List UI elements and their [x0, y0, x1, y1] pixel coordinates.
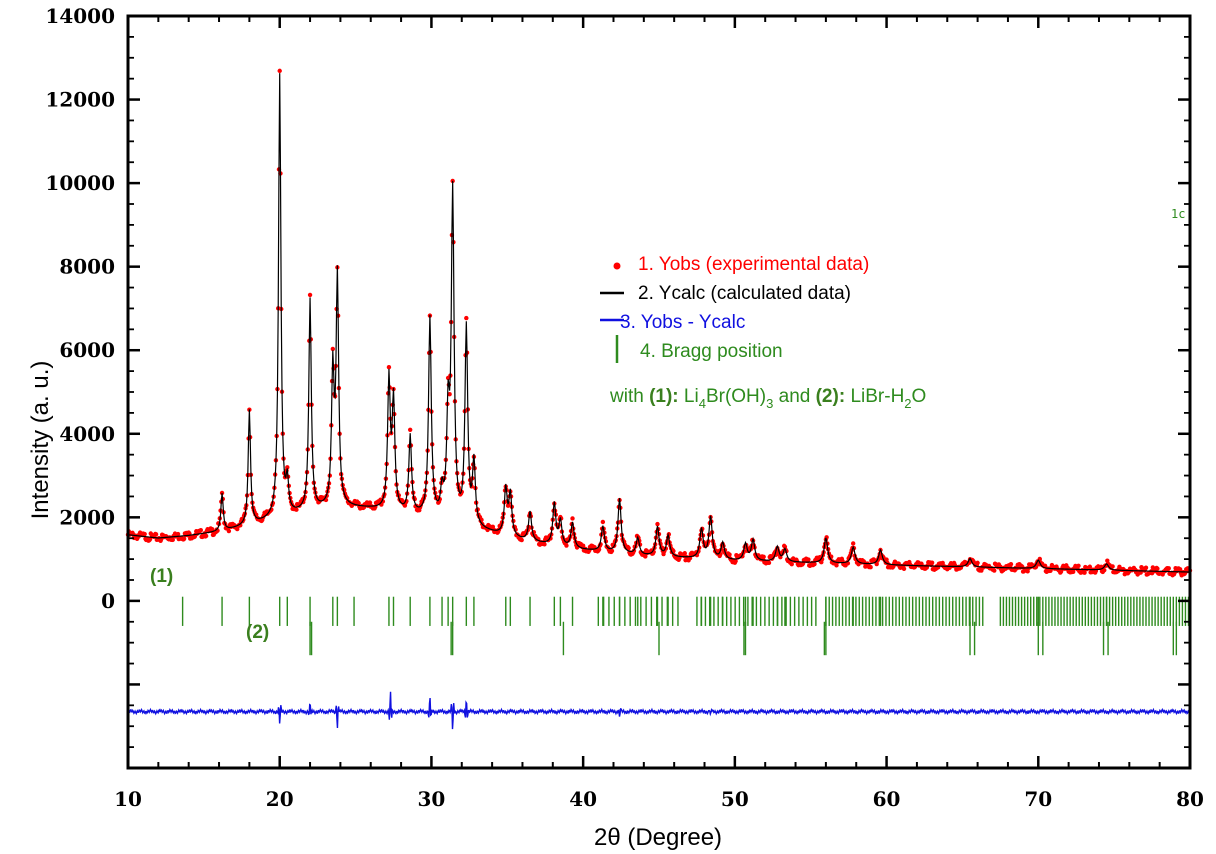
yobs-point: [519, 537, 524, 543]
yobs-point: [142, 531, 147, 537]
yobs-point: [626, 545, 631, 551]
legend-yobs-marker: [613, 262, 621, 270]
yobs-point: [850, 541, 856, 546]
bragg-ticks-phase-2: [309, 621, 1178, 656]
x-axis-title: 2θ (Degree): [594, 824, 722, 851]
x-tick-label: 20: [266, 787, 294, 811]
yobs-point: [901, 566, 907, 571]
yobs-point: [975, 560, 980, 566]
plot-frame: [126, 14, 1192, 770]
x-tick-label: 40: [569, 787, 597, 811]
corner-annotation: 1c: [1171, 207, 1185, 221]
yobs-point: [580, 543, 586, 548]
yobs-point: [203, 533, 209, 539]
y-tick-label: 10000: [45, 171, 115, 195]
yobs-point: [789, 561, 794, 567]
yobs-point: [1155, 566, 1160, 571]
yobs-point: [226, 528, 232, 534]
legend: 1. Yobs (experimental data) 2. Ycalc (cal…: [600, 254, 926, 411]
x-tick-label: 80: [1176, 787, 1204, 811]
legend-label-1: 1. Yobs (experimental data): [638, 254, 869, 275]
yobs-point: [834, 563, 839, 568]
yobs-point: [682, 551, 687, 556]
yobs-point: [1008, 561, 1014, 567]
legend-label-3: 3. Yobs - Ycalc: [620, 312, 745, 333]
y-tick-label: 0: [101, 589, 115, 613]
yobs-point: [447, 392, 452, 397]
y-tick-label: 12000: [45, 88, 115, 112]
yobs-point: [175, 531, 181, 537]
y-tick-label: 6000: [59, 338, 115, 362]
x-tick-label: 50: [721, 787, 749, 811]
yobs-point: [285, 465, 290, 470]
series-ycalc-line: [127, 73, 1191, 573]
yobs-point: [570, 516, 575, 521]
yobs-point: [600, 519, 606, 525]
yobs-point: [761, 554, 766, 559]
yobs-point: [153, 532, 159, 537]
yobs-point: [992, 568, 997, 573]
yobs-point: [277, 68, 282, 74]
yobs-point: [1143, 565, 1149, 570]
yobs-point: [330, 346, 336, 352]
yobs-point: [733, 558, 738, 564]
yobs-point: [147, 537, 153, 542]
x-tick-label: 70: [1024, 787, 1052, 811]
yobs-point: [210, 526, 215, 532]
yobs-point: [564, 543, 569, 548]
yobs-point: [198, 527, 204, 533]
legend-label-2: 2. Ycalc (calculated data): [638, 283, 851, 304]
yobs-point: [1087, 564, 1093, 569]
yobs-point: [868, 564, 873, 570]
yobs-point: [727, 552, 732, 557]
legend-phase-note: with (1): Li4Br(OH)3 and (2): LiBr-H2O: [609, 386, 926, 411]
phase-1-label: (1): [150, 566, 173, 587]
yobs-point: [464, 315, 469, 321]
yobs-point: [1110, 564, 1115, 569]
yobs-point: [806, 557, 811, 562]
yobs-point: [1025, 569, 1030, 574]
yobs-point: [294, 507, 299, 512]
yobs-point: [643, 554, 648, 559]
series-difference-line: [127, 691, 1191, 730]
yobs-point: [609, 548, 615, 554]
yobs-point: [766, 560, 772, 566]
yobs-point: [386, 364, 392, 370]
yobs-point: [1082, 570, 1087, 575]
x-tick-label: 10: [114, 787, 142, 811]
phase-2-label: (2): [246, 622, 269, 643]
yobs-point: [655, 521, 660, 527]
x-tick-label: 60: [873, 787, 901, 811]
yobs-point: [542, 542, 547, 547]
yobs-point: [356, 500, 361, 506]
y-axis-title: Intensity (a. u.): [27, 361, 54, 520]
yobs-point: [407, 427, 413, 432]
yobs-point: [181, 536, 187, 542]
y-tick-label: 2000: [59, 505, 115, 529]
legend-label-4: 4. Bragg position: [640, 341, 783, 362]
yobs-point: [812, 561, 817, 567]
yobs-point: [929, 560, 935, 565]
yobs-point: [596, 547, 602, 552]
yobs-point: [1177, 567, 1183, 572]
y-tick-label: 4000: [59, 422, 115, 446]
yobs-point: [1166, 566, 1171, 571]
plot-area: [125, 68, 1193, 730]
yobs-point: [874, 561, 879, 567]
yobs-point: [1076, 563, 1081, 568]
x-tick-label: 30: [418, 787, 446, 811]
yobs-point: [367, 500, 373, 505]
yobs-point: [307, 292, 313, 298]
yobs-point: [170, 537, 175, 543]
yobs-point: [1102, 567, 1107, 573]
y-tick-label: 14000: [45, 4, 115, 28]
axis-ticks: 10 20 30 40 50 60 70 80 0 2000 4000 6000 8000 10000 12…: [45, 4, 1204, 811]
bragg-ticks-phase-1: [181, 596, 1190, 626]
y-tick-label: 8000: [59, 255, 115, 279]
